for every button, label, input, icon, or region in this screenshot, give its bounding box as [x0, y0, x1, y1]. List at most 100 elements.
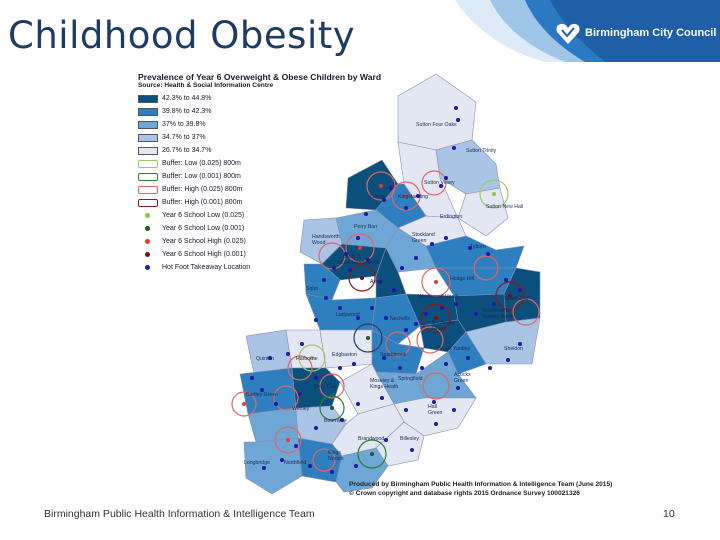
ward-bartley-green [239, 367, 297, 415]
ward-moseley [339, 363, 395, 415]
label-oscott: Oscott [370, 194, 386, 200]
legend-item: Year 6 School Low (0.001) [138, 222, 398, 235]
ward-harborne [285, 329, 327, 369]
label-kings-norton: Kings Norton [328, 450, 344, 462]
ward-kings-norton [335, 447, 389, 493]
label-springfield: Springfield [398, 376, 423, 382]
label-acocks-green: Acocks Green [454, 372, 471, 384]
legend-label: Buffer: High (0.001) 800m [162, 199, 243, 206]
ward-soho [303, 263, 341, 301]
legend-point-swatch [145, 226, 150, 231]
label-stockland-green: Stockland Green [412, 232, 435, 244]
ward-map: Sutton Four Oaks Sutton Trinity Sutton V… [231, 73, 541, 495]
label-northfield: Northfield [284, 460, 306, 466]
legend-point-swatch [145, 239, 150, 244]
ward-acocks-green [415, 351, 477, 399]
slide-footer: Birmingham Public Health Information & I… [44, 508, 315, 520]
legend-buffer-swatch [138, 198, 158, 207]
header-decoration [455, 0, 720, 62]
label-washwood-heath: Washwood Heath [418, 294, 459, 300]
legend-label: Buffer: Low (0.025) 800m [162, 160, 241, 167]
legend-swatch [138, 133, 158, 142]
legend-label: Year 6 School High (0.001) [162, 251, 246, 258]
legend-item: 39.8% to 42.3% [138, 105, 398, 118]
label-kingstanding: Kingstanding [398, 194, 428, 200]
legend-label: Buffer: Low (0.001) 800m [162, 173, 241, 180]
label-nechells: Nechells [390, 316, 410, 322]
label-edgbaston: Edgbaston [332, 352, 357, 358]
label-sutton-trinity: Sutton Trinity [466, 148, 497, 154]
takeaway-points-layer [250, 106, 522, 474]
label-quinton: Quinton [256, 356, 274, 362]
label-sheldon: Sheldon [504, 346, 523, 352]
label-harborne: Harborne [296, 356, 318, 362]
label-sparkbrook: Sparkbrook [380, 352, 407, 358]
label-perry-barr: Perry Barr [354, 224, 378, 230]
legend-prevalence-classes: 42.3% to 44.8% 39.8% to 42.3% 37% to 39.8%… [138, 92, 398, 157]
label-billesley: Billesley [400, 436, 419, 442]
legend-item: 37% to 39.8% [138, 118, 398, 131]
label-shard-end: Shard End [504, 296, 529, 302]
label-sutton-new-hall: Sutton New Hall [486, 204, 523, 210]
ward-sutton-four-oaks [397, 73, 477, 151]
label-moseley: Moseley & Kings Heath [370, 378, 398, 390]
legend-buffer-swatch [138, 185, 158, 194]
label-ladywood: Ladywood [336, 312, 360, 318]
label-erdington: Erdington [440, 214, 462, 220]
legend-label: 26.7% to 34.7% [162, 147, 212, 154]
legend-item: 42.3% to 44.8% [138, 92, 398, 105]
legend-item: Buffer: High (0.001) 800m [138, 196, 398, 209]
legend-item: Hot Foot Takeaway Location [138, 261, 398, 274]
label-sutton-vesey: Sutton Vesey [424, 180, 455, 186]
legend-item: 34.7% to 37% [138, 131, 398, 144]
label-brandwood: Brandwood [358, 436, 384, 442]
label-sutton-four-oaks: Sutton Four Oaks [416, 122, 457, 128]
legend-item: Year 6 School High (0.025) [138, 235, 398, 248]
ward-aston [375, 247, 407, 299]
page-number: 10 [663, 508, 675, 520]
ward-quinton [245, 329, 293, 375]
label-longbridge: Longbridge [244, 460, 270, 466]
label-hodge-hill: Hodge Hill [450, 276, 474, 282]
label-lozells: Lozells & East Handsworth [340, 254, 380, 266]
credit-line: © Crown copyright and database rights 20… [349, 490, 580, 497]
ward-sutton-new-hall [457, 187, 509, 237]
legend-label: 34.7% to 37% [162, 134, 206, 141]
legend-point-swatch [145, 213, 150, 218]
legend-point-swatch [145, 265, 150, 270]
slide-title: Childhood Obesity [8, 14, 356, 57]
map-legend: Prevalence of Year 6 Overweight & Obese … [138, 72, 398, 274]
legend-label: Year 6 School High (0.025) [162, 238, 246, 245]
credit-line: Produced by Birmingham Public Health Inf… [349, 481, 613, 488]
legend-label: 42.3% to 44.8% [162, 95, 212, 102]
ward-weoley [247, 407, 299, 443]
legend-item: 26.7% to 34.7% [138, 144, 398, 157]
label-bordesley-green: Bordesley Green [432, 320, 455, 332]
legend-buffer-swatch [138, 172, 158, 181]
legend-swatch [138, 107, 158, 116]
legend-item: Buffer: High (0.025) 800m [138, 183, 398, 196]
label-weoley: Weoley [292, 406, 310, 412]
legend-label: Hot Foot Takeaway Location [162, 264, 251, 271]
legend-swatch [138, 94, 158, 103]
ward-longbridge [243, 437, 303, 495]
legend-item: Year 6 School High (0.001) [138, 248, 398, 261]
legend-swatch [138, 146, 158, 155]
legend-label: 37% to 39.8% [162, 121, 206, 128]
label-hall-green: Hall Green [428, 404, 443, 416]
school-points-layer [242, 184, 512, 456]
legend-point-swatch [145, 252, 150, 257]
legend-item: Buffer: Low (0.025) 800m [138, 157, 398, 170]
label-bournville: Bournville [324, 418, 347, 424]
label-soho: Soho [306, 286, 318, 292]
legend-item: Year 6 School Low (0.025) [138, 209, 398, 222]
ward-hodge-hill [435, 267, 517, 297]
council-logo: Birmingham City Council [555, 18, 716, 48]
label-bartley-green: Bartley Green [246, 392, 278, 398]
buffers-layer [231, 170, 540, 472]
label-handsworth-wood: Handsworth Wood [312, 234, 340, 246]
label-south-yardley: South Yardley [438, 346, 471, 352]
legend-swatch [138, 120, 158, 129]
map-title: Prevalence of Year 6 Overweight & Obese … [138, 72, 382, 82]
legend-buffer-swatch [138, 159, 158, 168]
